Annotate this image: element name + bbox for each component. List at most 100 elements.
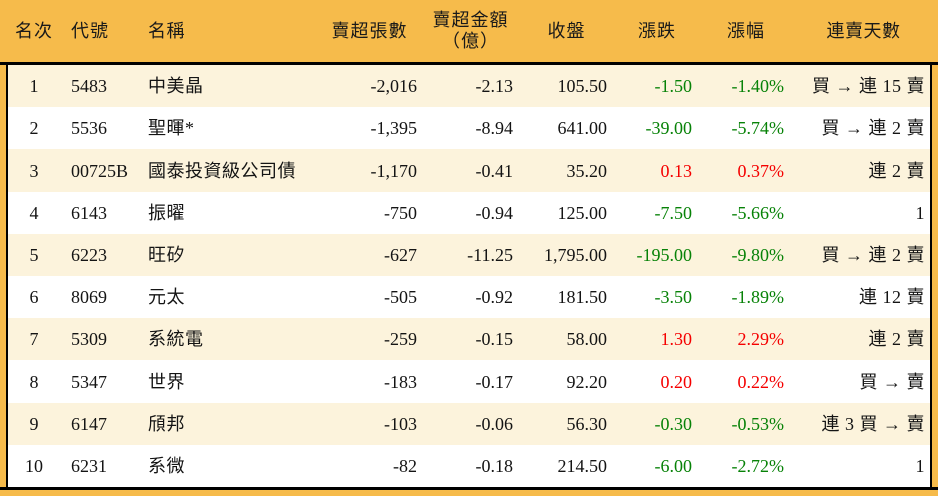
table-row: 5 6223 旺矽 -627 -11.25 1,795.00 -195.00 -… [8,233,930,277]
cell-change-percent: 2.29% [737,329,785,350]
header-net-sell-amount: 賣超金額 （億） [428,10,526,52]
cell-streak-days: 1 [915,455,925,476]
cell-net-sell-amount: -0.92 [475,287,514,308]
cell-streak-days: 買 → 連 2 賣 [821,244,925,265]
header-net-sell-lots: 賣超張數 [331,21,408,41]
cell-net-sell-lots: -1,395 [370,118,418,139]
cell-net-sell-amount: -11.25 [467,244,513,265]
cell-price-change: 1.30 [660,329,693,350]
cell-streak-days: 買 → 連 15 賣 [812,76,925,97]
cell-stock-code: 6231 [71,455,107,476]
header-divider [0,62,938,65]
cell-rank: 3 [29,160,39,181]
header-rank: 名次 [15,21,53,41]
cell-net-sell-amount: -0.17 [475,371,514,392]
header-net-sell-amount-line2: （億） [442,31,499,51]
cell-streak-days: 連 12 賣 [859,287,925,308]
cell-net-sell-lots: -627 [384,244,417,265]
table-row: 4 6143 振曜 -750 -0.94 125.00 -7.50 -5.66%… [8,192,930,234]
cell-stock-name: 系微 [148,455,185,476]
header-net-sell-amount-line1: 賣超金額 [432,10,509,30]
cell-net-sell-amount: -0.18 [475,455,514,476]
cell-close-price: 56.30 [566,413,608,434]
cell-price-change: -0.30 [654,413,693,434]
cell-price-change: -195.00 [636,244,693,265]
cell-net-sell-amount: -0.94 [475,202,514,223]
cell-net-sell-lots: -82 [393,455,417,476]
cell-close-price: 125.00 [557,202,608,223]
table-row: 1 5483 中美晶 -2,016 -2.13 105.50 -1.50 -1.… [8,65,930,108]
cell-close-price: 105.50 [557,76,608,97]
cell-change-percent: -0.53% [731,413,785,434]
cell-net-sell-amount: -0.41 [475,160,514,181]
header-streak-days: 連賣天數 [826,21,901,41]
table-header-row: 名次 代號 名稱 賣超張數 賣超金額 （億） 收盤 漲跌 漲幅 連賣天數 [0,0,938,62]
cell-stock-name: 國泰投資級公司債 [148,160,296,181]
cell-stock-name: 世界 [148,371,185,392]
table-row: 2 5536 聖暉* -1,395 -8.94 641.00 -39.00 -5… [8,107,930,149]
header-change-percent: 漲幅 [727,21,765,41]
cell-close-price: 214.50 [557,455,608,476]
table-row: 10 6231 系微 -82 -0.18 214.50 -6.00 -2.72%… [8,445,930,487]
cell-stock-name: 旺矽 [148,244,185,265]
cell-streak-days: 買 → 賣 [859,371,925,392]
cell-rank: 6 [29,287,39,308]
cell-stock-code: 8069 [71,287,107,308]
cell-rank: 8 [29,371,39,392]
table-row: 8 5347 世界 -183 -0.17 92.20 0.20 0.22% 買 … [8,360,930,402]
cell-change-percent: -5.66% [731,202,785,223]
cell-change-percent: 0.22% [737,371,785,392]
cell-rank: 9 [29,413,39,434]
cell-streak-days: 連 2 賣 [868,329,925,350]
cell-net-sell-amount: -0.15 [475,329,514,350]
cell-rank: 1 [29,76,39,97]
cell-rank: 4 [29,202,39,223]
cell-stock-code: 5536 [71,118,107,139]
cell-price-change: 0.20 [660,371,693,392]
cell-streak-days: 連 2 賣 [868,160,925,181]
cell-price-change: -39.00 [645,118,693,139]
bottom-divider [0,487,938,490]
cell-stock-name: 振曜 [148,202,185,223]
cell-net-sell-lots: -750 [384,202,417,223]
header-close-price: 收盤 [547,21,586,41]
cell-price-change: -7.50 [654,202,693,223]
cell-net-sell-lots: -505 [384,287,417,308]
cell-change-percent: 0.37% [737,160,785,181]
cell-stock-name: 聖暉* [148,118,195,139]
cell-close-price: 35.20 [566,160,608,181]
cell-change-percent: -2.72% [731,455,785,476]
cell-net-sell-amount: -8.94 [475,118,514,139]
cell-net-sell-lots: -2,016 [370,76,418,97]
table-row: 6 8069 元太 -505 -0.92 181.50 -3.50 -1.89%… [8,276,930,318]
cell-net-sell-lots: -1,170 [370,160,418,181]
cell-net-sell-lots: -103 [384,413,417,434]
cell-close-price: 1,795.00 [544,244,607,265]
header-stock-name: 名稱 [148,21,185,41]
cell-net-sell-lots: -183 [384,371,417,392]
table-body: 1 5483 中美晶 -2,016 -2.13 105.50 -1.50 -1.… [6,65,932,487]
cell-rank: 2 [29,118,39,139]
table-row: 3 00725B 國泰投資級公司債 -1,170 -0.41 35.20 0.1… [8,149,930,192]
header-stock-code: 代號 [71,21,109,41]
cell-stock-code: 5309 [71,329,107,350]
cell-net-sell-amount: -2.13 [475,76,514,97]
cell-change-percent: -9.80% [731,244,785,265]
cell-stock-name: 元太 [148,287,185,308]
cell-price-change: -6.00 [654,455,693,476]
table-row: 7 5309 系統電 -259 -0.15 58.00 1.30 2.29% 連… [8,318,930,361]
cell-stock-code: 5347 [71,371,107,392]
cell-close-price: 92.20 [566,371,608,392]
table-row: 9 6147 頎邦 -103 -0.06 56.30 -0.30 -0.53% … [8,402,930,445]
cell-net-sell-amount: -0.06 [475,413,514,434]
cell-rank: 7 [29,329,39,350]
cell-stock-code: 00725B [71,160,129,181]
cell-stock-name: 中美晶 [148,76,204,97]
cell-streak-days: 1 [915,202,925,223]
cell-stock-code: 5483 [71,76,107,97]
cell-price-change: -1.50 [654,76,693,97]
cell-price-change: -3.50 [654,287,693,308]
cell-close-price: 641.00 [557,118,608,139]
cell-net-sell-lots: -259 [384,329,417,350]
cell-stock-name: 頎邦 [148,413,185,434]
